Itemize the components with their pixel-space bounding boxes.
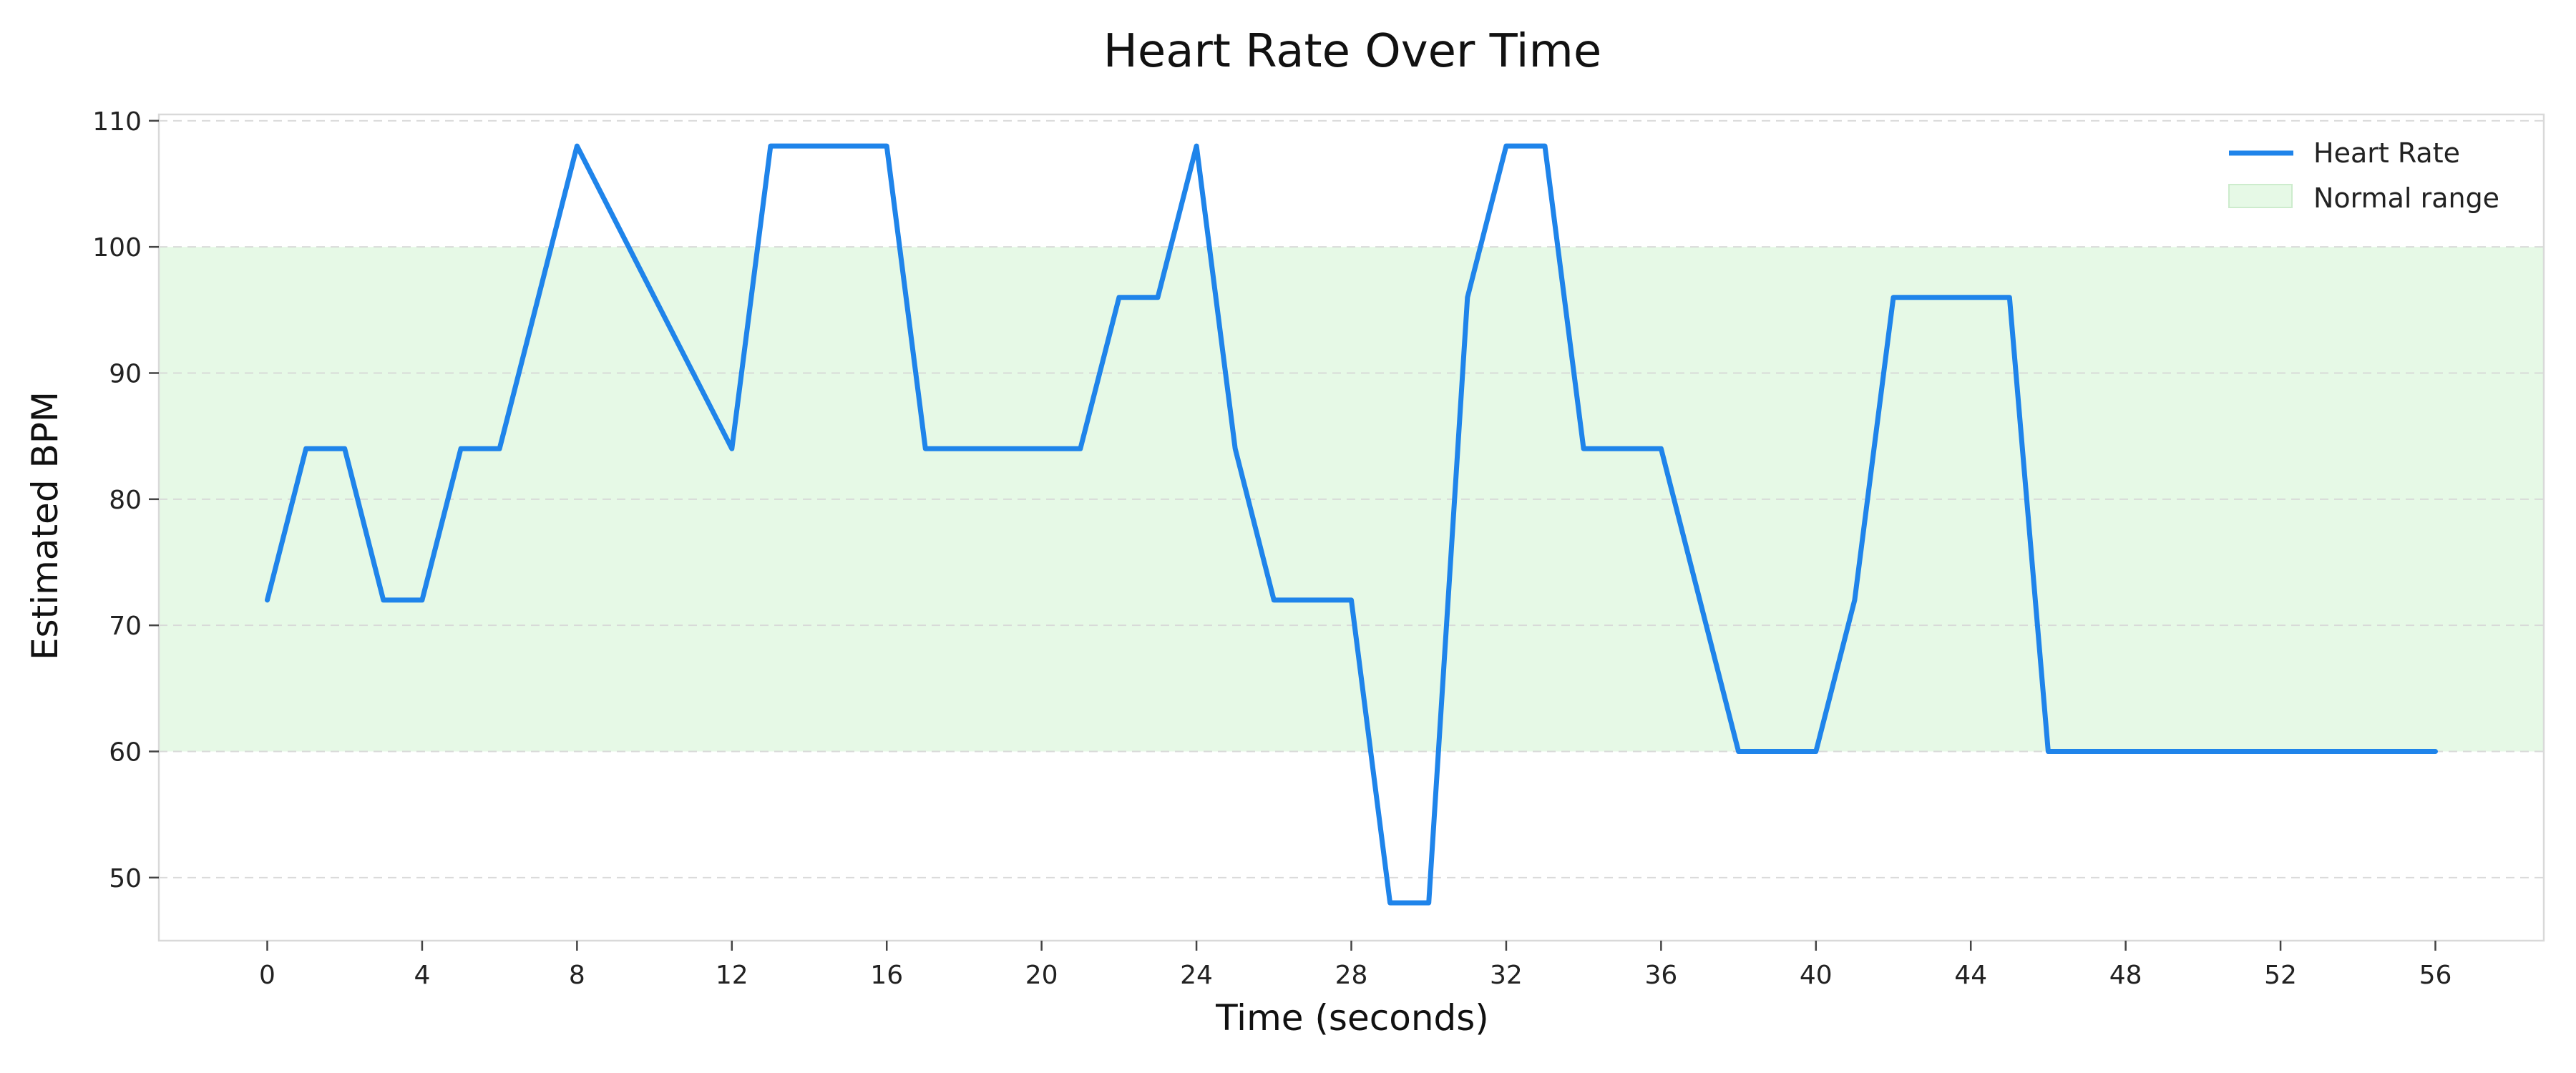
x-tick-label-48: 48: [2109, 961, 2142, 990]
x-tick-label-0: 0: [259, 961, 275, 990]
y-tick-label-90: 90: [109, 359, 142, 388]
x-tick-label-16: 16: [870, 961, 903, 990]
x-tick-label-40: 40: [1800, 961, 1833, 990]
series-layer: [265, 143, 2438, 906]
legend-label-heart-rate: Heart Rate: [2313, 137, 2460, 169]
y-tick-label-60: 60: [109, 738, 142, 767]
grid-layer: [159, 119, 2544, 878]
heart-rate-series-line: [265, 143, 2438, 906]
y-tick-label-110: 110: [92, 107, 142, 137]
axes-layer: 0 4 8 12 16 20 24 28 32 36 40 44 48 52 565060708090100…: [92, 107, 2545, 990]
y-tick-label-80: 80: [109, 486, 142, 515]
x-tick-label-28: 28: [1335, 961, 1368, 990]
x-tick-label-12: 12: [716, 961, 748, 990]
y-axis-title: Estimated BPM: [24, 391, 66, 660]
legend: Heart Rate Normal range: [2228, 137, 2499, 214]
x-tick-label-4: 4: [414, 961, 430, 990]
x-axis-title: Time (seconds): [1215, 997, 1489, 1039]
chart-title: Heart Rate Over Time: [1103, 25, 1601, 78]
x-tick-label-52: 52: [2264, 961, 2297, 990]
legend-label-normal-range: Normal range: [2313, 182, 2499, 214]
y-tick-label-70: 70: [109, 612, 142, 641]
x-tick-label-36: 36: [1644, 961, 1677, 990]
x-tick-label-24: 24: [1180, 961, 1213, 990]
y-tick-label-100: 100: [92, 233, 142, 263]
y-tick-label-50: 50: [109, 864, 142, 893]
x-tick-label-44: 44: [1954, 961, 1987, 990]
x-tick-label-20: 20: [1025, 961, 1058, 990]
x-tick-label-8: 8: [569, 961, 585, 990]
x-tick-label-56: 56: [2419, 961, 2452, 990]
legend-band-swatch: [2228, 184, 2293, 208]
x-tick-label-32: 32: [1490, 961, 1523, 990]
